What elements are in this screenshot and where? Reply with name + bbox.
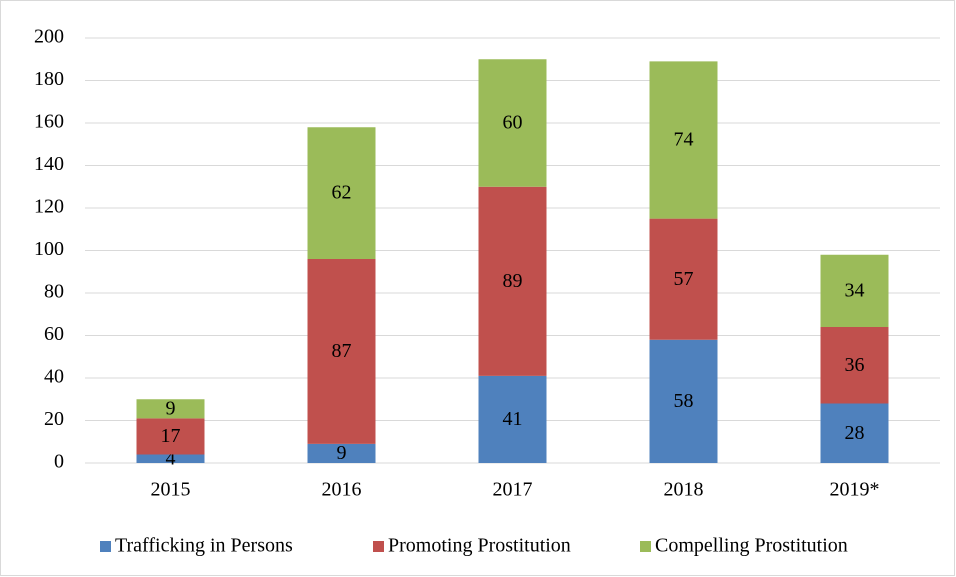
data-label: 9: [166, 397, 176, 419]
y-tick-label: 100: [34, 238, 64, 260]
legend-label: Trafficking in Persons: [115, 535, 293, 557]
data-label: 74: [674, 129, 694, 151]
y-tick-label: 20: [44, 408, 64, 430]
data-label: 89: [503, 270, 523, 292]
data-label: 87: [332, 340, 352, 362]
data-label: 41: [503, 408, 523, 430]
legend-label: Promoting Prostitution: [388, 535, 571, 557]
bar-segment: [307, 443, 376, 463]
bar-segment: [307, 127, 376, 259]
data-label: 36: [845, 354, 865, 376]
y-tick-label: 60: [44, 323, 64, 345]
y-tick-label: 180: [34, 68, 64, 90]
bar-segment: [307, 259, 376, 444]
bar-segment: [136, 418, 205, 455]
x-tick-label: 2018: [664, 479, 704, 501]
legend-swatch: [373, 541, 384, 552]
y-tick-label: 160: [34, 111, 64, 133]
bar-segment: [478, 186, 547, 376]
y-tick-label: 120: [34, 196, 64, 218]
y-tick-label: 140: [34, 153, 64, 175]
y-tick-label: 0: [54, 451, 64, 473]
bar-segment: [820, 327, 889, 404]
data-label: 9: [337, 442, 347, 464]
legend-label: Compelling Prostitution: [655, 535, 848, 557]
y-tick-label: 200: [34, 26, 64, 48]
bar-segment: [649, 61, 718, 219]
data-label: 4: [166, 447, 176, 469]
data-label: 60: [503, 112, 523, 134]
legend-swatch: [640, 541, 651, 552]
bar-segment: [649, 218, 718, 340]
data-label: 28: [845, 422, 865, 444]
data-label: 62: [332, 182, 352, 204]
bar-segment: [649, 339, 718, 463]
bar-segment: [820, 254, 889, 327]
bar-segment: [478, 375, 547, 463]
data-label: 17: [161, 425, 181, 447]
x-tick-label: 2015: [151, 479, 191, 501]
x-tick-label: 2016: [322, 479, 362, 501]
bar-segment: [136, 454, 205, 463]
legend-swatch: [100, 541, 111, 552]
data-label: 57: [674, 268, 694, 290]
data-label: 58: [674, 390, 694, 412]
x-tick-label: 2019*: [830, 479, 880, 501]
bar-segment: [478, 59, 547, 187]
y-tick-label: 80: [44, 281, 64, 303]
x-tick-label: 2017: [493, 479, 533, 501]
bar-segment: [820, 403, 889, 463]
data-label: 34: [845, 279, 865, 301]
y-tick-label: 40: [44, 366, 64, 388]
bar-segment: [136, 399, 205, 419]
